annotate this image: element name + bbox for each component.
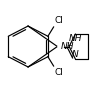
Text: N: N bbox=[72, 50, 79, 59]
Text: Cl: Cl bbox=[54, 16, 63, 25]
Text: NH: NH bbox=[60, 42, 74, 51]
Text: Cl: Cl bbox=[54, 68, 63, 77]
Text: NH: NH bbox=[69, 34, 82, 43]
